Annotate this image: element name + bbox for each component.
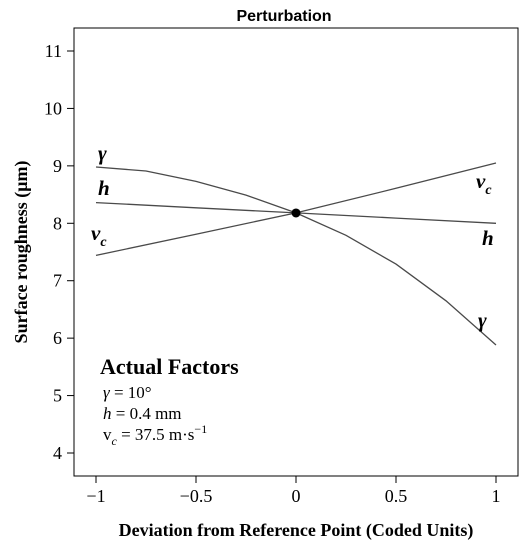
x-tick-label: 0.5 (385, 486, 408, 506)
x-tick-label: −0.5 (180, 486, 213, 506)
x-tick-label: 1 (492, 486, 501, 506)
series-label-gamma-left: γ (98, 141, 107, 165)
y-axis: 4 5 6 7 8 9 10 11 (44, 41, 74, 463)
y-tick-label: 10 (44, 98, 62, 118)
y-tick-label: 6 (53, 328, 62, 348)
y-tick-label: 9 (53, 156, 62, 176)
series-label-vc-right: vc (476, 169, 492, 198)
legend-entry: γ = 10° (103, 383, 152, 402)
series-label-h-left: h (98, 176, 110, 200)
reference-point-marker (291, 208, 301, 218)
legend-title: Actual Factors (100, 354, 239, 379)
series-label-vc-left: vc (91, 221, 107, 250)
legend-entry: vc = 37.5 m·s−1 (103, 422, 207, 448)
chart-title: Perturbation (236, 8, 331, 25)
series-label-h-right: h (482, 226, 494, 250)
x-axis-label: Deviation from Reference Point (Coded Un… (119, 520, 474, 541)
series-group (95, 162, 497, 346)
x-tick-label: 0 (292, 486, 301, 506)
y-tick-label: 4 (53, 443, 62, 463)
series-label-gamma-right: γ (478, 308, 487, 332)
legend-entry: h = 0.4 mm (103, 404, 182, 423)
y-tick-label: 7 (53, 271, 62, 291)
x-axis: −1 −0.5 0 0.5 1 (86, 476, 501, 506)
y-axis-label: Surface roughness (μm) (11, 161, 32, 344)
y-tick-label: 8 (53, 213, 62, 233)
y-tick-label: 11 (45, 41, 62, 61)
y-tick-label: 5 (53, 386, 62, 406)
x-tick-label: −1 (86, 486, 105, 506)
series-line-gamma (95, 166, 497, 346)
